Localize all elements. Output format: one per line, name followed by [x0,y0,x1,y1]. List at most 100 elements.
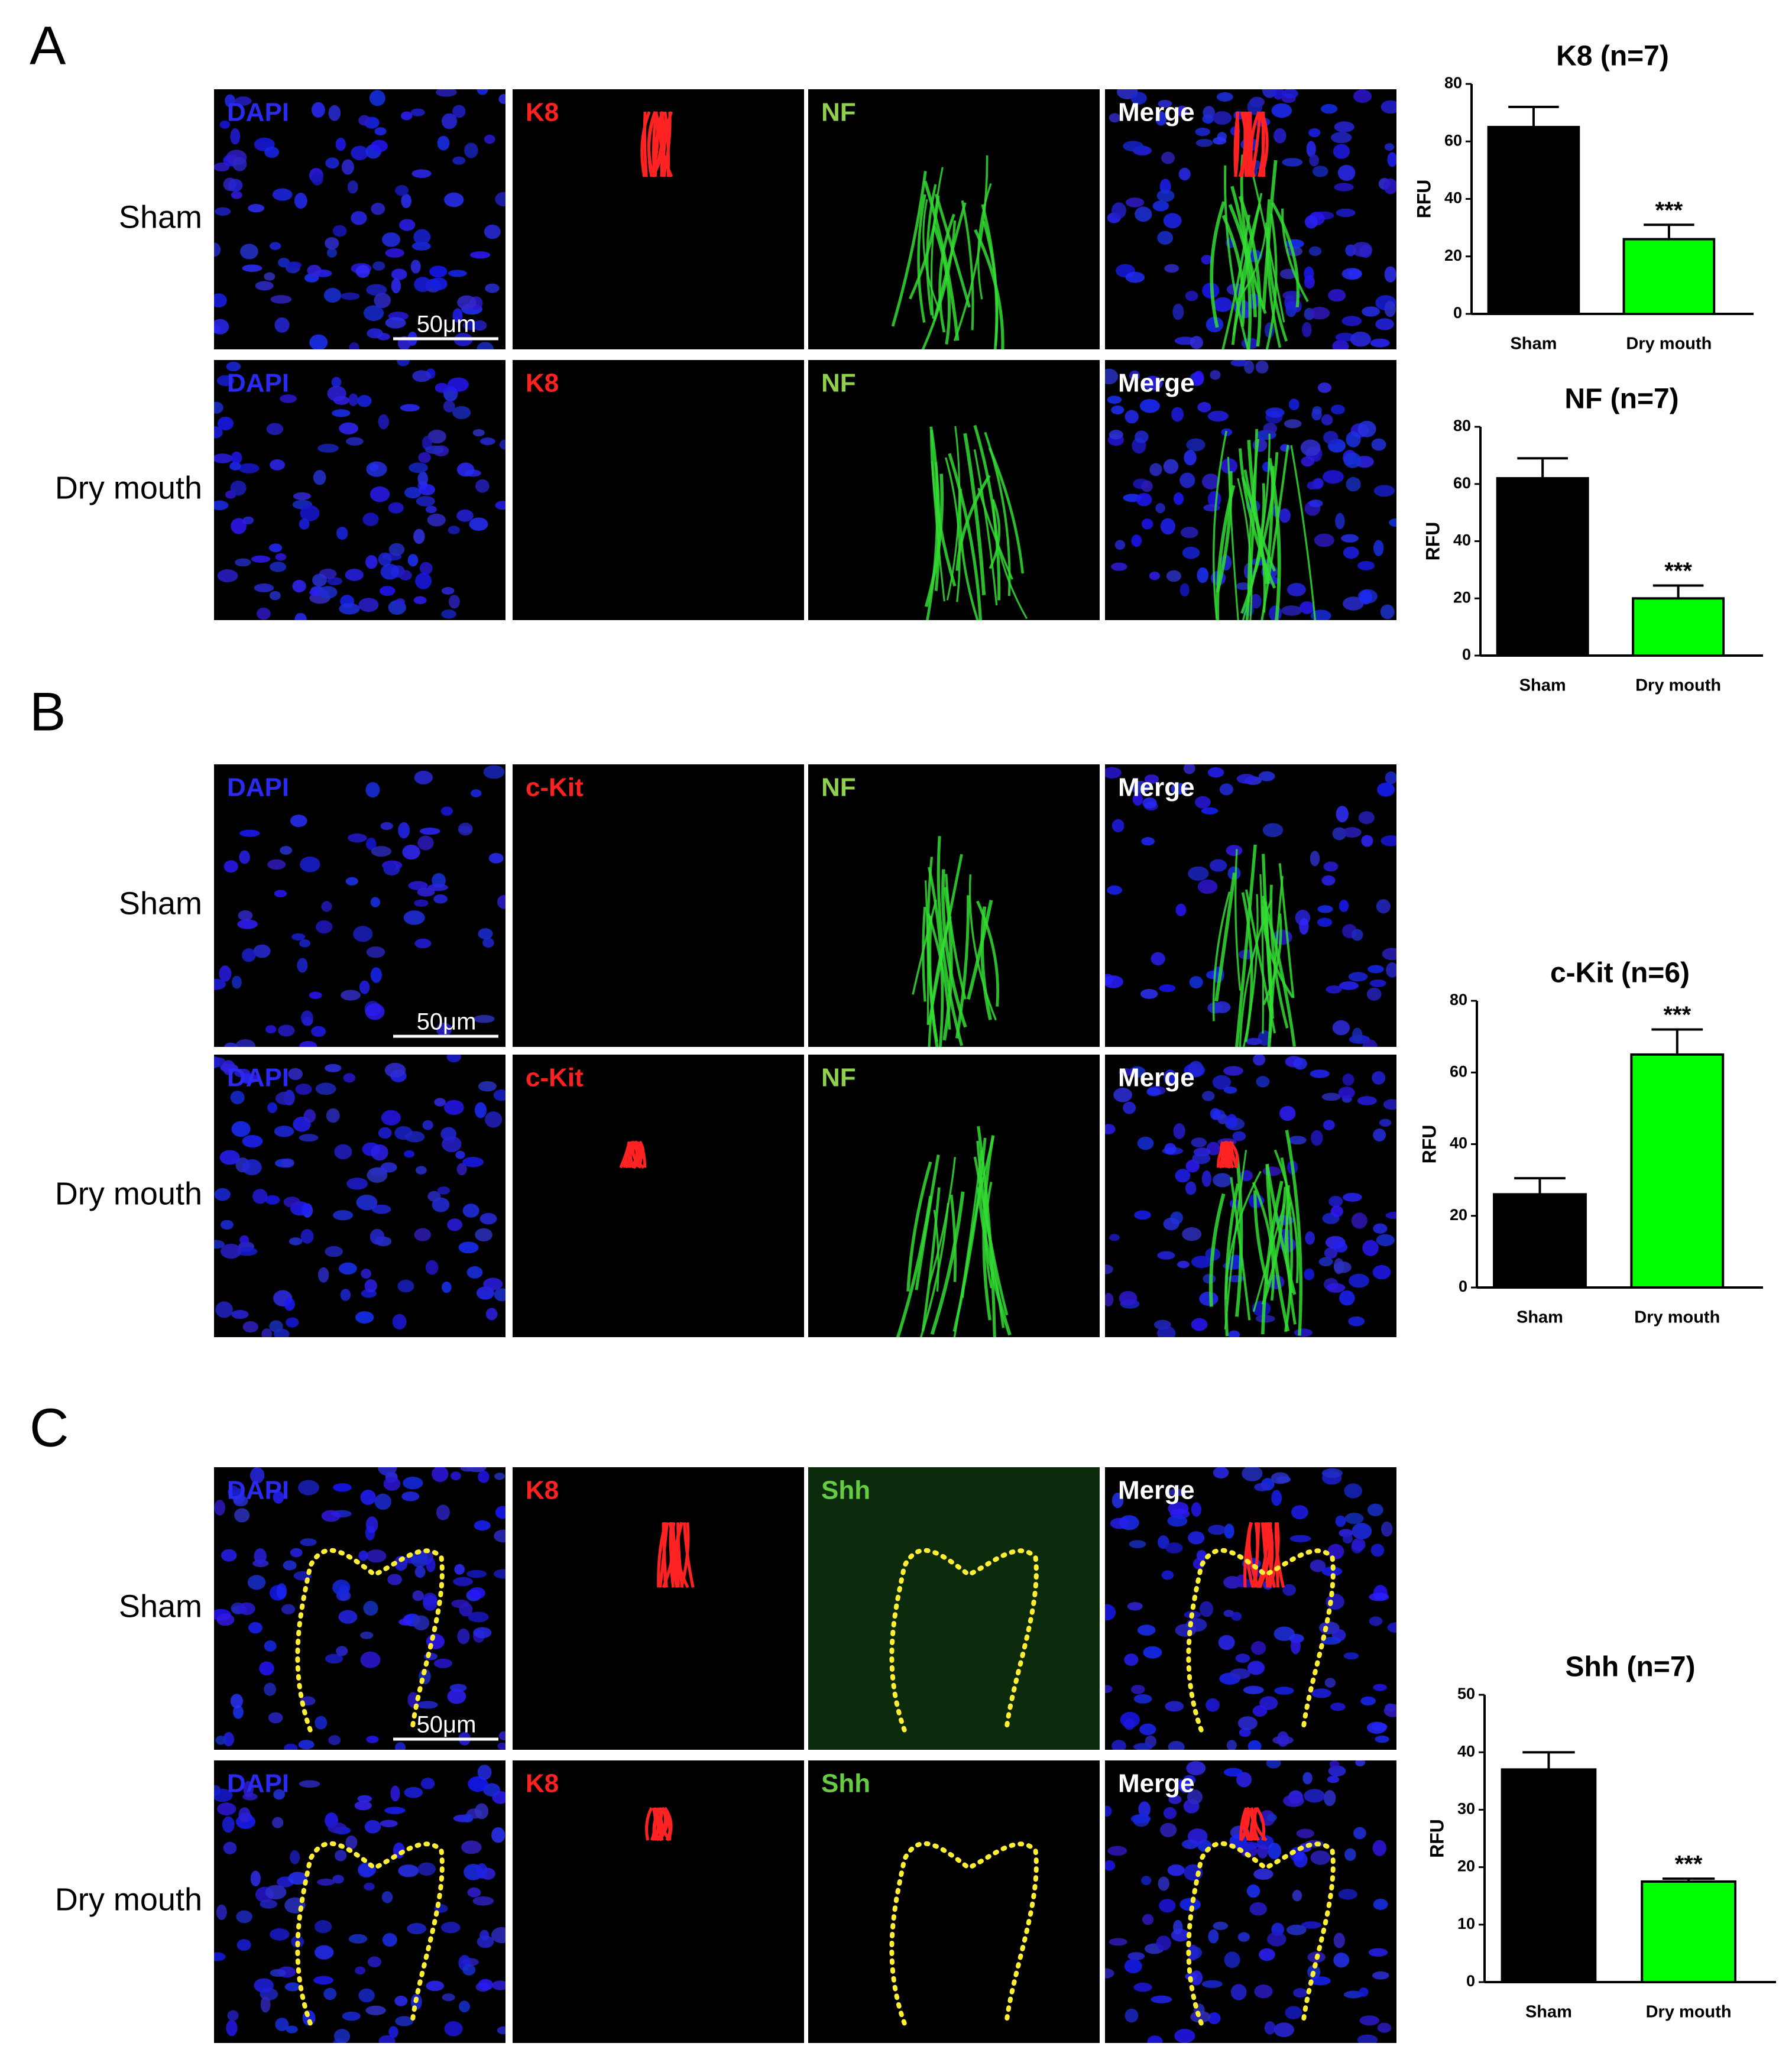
micrograph: NF [808,89,1100,349]
nucleus [387,1574,402,1585]
red-stain [1240,111,1250,177]
nucleus [455,1150,465,1159]
nucleus [1131,534,1142,547]
nucleus [1258,771,1275,781]
nucleus [1171,783,1188,794]
nucleus [1159,1899,1176,1913]
nucleus [484,1111,503,1128]
nucleus [1287,583,1306,596]
y-axis-label: RFU [1422,522,1443,561]
micrograph: c-Kit [513,764,804,1047]
nucleus [338,1610,358,1624]
nerve-fiber [1230,186,1252,349]
nucleus [369,90,385,106]
nucleus [364,1279,377,1293]
nucleus [316,920,333,934]
x-tick-label: Dry mouth [1635,676,1721,695]
channel-label: DAPI [227,369,289,398]
row-label: Sham [119,199,202,235]
micrograph: Merge [1105,360,1396,620]
nucleus [300,1228,314,1244]
nucleus [1256,1076,1270,1088]
nucleus [1368,965,1384,974]
nucleus [1110,1517,1129,1529]
nucleus [326,1108,340,1123]
nucleus [274,1126,294,1137]
significance: *** [1663,1002,1691,1028]
nucleus [1313,166,1328,177]
y-tick-label: 80 [1450,991,1467,1008]
nucleus [1127,1602,1143,1611]
x-tick-label: Sham [1510,335,1557,354]
nucleus [1146,1087,1161,1097]
nucleus [367,1167,388,1183]
nucleus [414,1566,426,1578]
nucleus [232,975,242,989]
nucleus [1167,1515,1188,1527]
nucleus [1177,1260,1190,1269]
nucleus [265,1885,287,1900]
nucleus [437,135,450,151]
nucleus [260,1996,271,2013]
nucleus [231,1309,249,1319]
nucleus [1387,1622,1396,1633]
nucleus [1235,1653,1250,1663]
nucleus [380,1820,398,1827]
nucleus [1223,1768,1243,1777]
nucleus [351,210,367,225]
nucleus [398,1618,412,1626]
nucleus [243,1781,254,1798]
nucleus [363,305,384,322]
nucleus [416,496,435,507]
nucleus [299,518,310,530]
red-stain [652,111,666,178]
nerve-fiber [1290,445,1317,620]
nucleus [442,1993,455,2002]
nucleus [1350,331,1371,347]
nucleus [1167,1864,1185,1876]
nucleus [342,2011,361,2021]
nucleus [1132,793,1143,806]
nucleus [1126,197,1145,207]
nucleus [225,94,236,108]
nucleus [1338,1889,1357,1900]
bar [1632,597,1725,657]
nucleus [278,1024,295,1037]
nerve-fiber [1227,456,1239,620]
nucleus [1326,1283,1346,1293]
micrograph-bg [808,1760,1100,2043]
nucleus [477,342,494,349]
nucleus [414,1228,431,1241]
nucleus [1107,1846,1127,1856]
nucleus [1156,1325,1176,1337]
nucleus [413,596,427,605]
nucleus [1310,1976,1331,1986]
nucleus [427,1191,441,1202]
nucleus [379,586,396,596]
nerve-fiber [976,900,1000,1007]
nucleus [1387,152,1396,167]
nucleus [411,242,431,251]
nucleus [371,140,388,153]
red-stain [659,1807,670,1841]
nucleus [1219,783,1234,796]
nucleus [1343,1990,1363,1999]
nucleus [273,1789,286,1800]
nucleus [289,1237,303,1246]
nucleus [1213,137,1227,145]
red-stain [652,111,658,177]
red-stain [663,111,670,177]
nucleus [299,1780,320,1788]
nucleus [1168,1741,1185,1750]
nucleus [1113,1087,1132,1102]
nucleus [235,96,252,106]
nucleus [1255,1315,1275,1323]
red-stain [650,1807,657,1841]
nucleus [374,293,391,309]
nucleus [1296,1828,1314,1838]
nucleus [1339,1290,1355,1306]
nucleus [241,1073,252,1084]
nucleus [1343,596,1364,611]
nucleus [378,414,389,430]
nucleus [242,516,254,524]
